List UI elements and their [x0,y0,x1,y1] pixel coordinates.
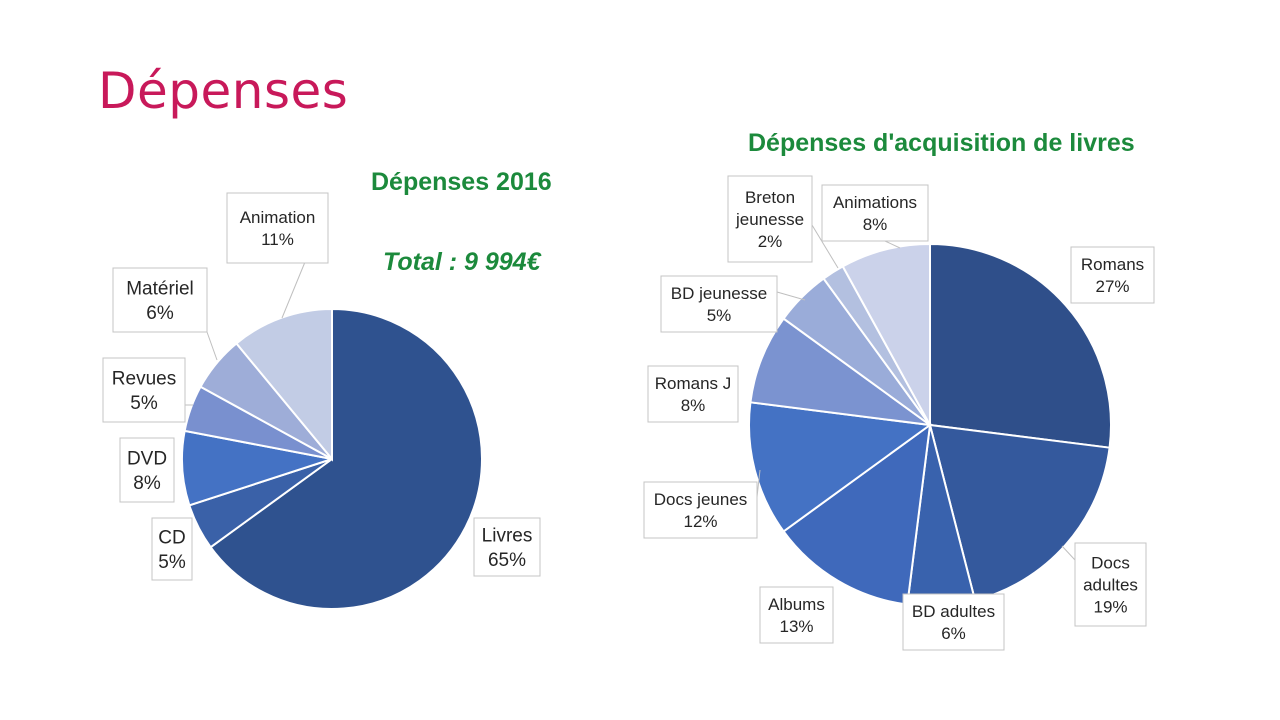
chart2-label-albums: Albums 13% [759,586,834,644]
chart2-leader-animations [884,240,901,249]
chart2-category-docs-jeunes: Docs jeunes [654,490,748,509]
chart2-category-bd-jeunesse: BD jeunesse [671,284,767,303]
chart1-value-dvd: 8% [133,473,161,494]
chart2-value-bd-jeunesse: 5% [707,306,732,325]
chart1-value-materiel: 6% [146,303,174,324]
chart1-value-livres: 65% [488,550,526,571]
chart2-category-romans: Romans [1081,255,1144,274]
chart1-slice-animation [234,307,333,462]
chart1-category-cd: CD [158,527,185,548]
chart2-value-docs-jeunes: 12% [683,512,717,531]
chart2-label-bd-jeunesse: BD jeunesse 5% [660,275,778,333]
chart2-label-animations: Animations 8% [821,184,929,242]
chart2-value-animations: 8% [863,215,888,234]
chart2-category-bd-adultes: BD adultes [912,602,995,621]
chart1-label-materiel: Matériel 6% [112,267,208,333]
chart2-label-docs-adultes: Docs adultes 19% [1074,542,1147,627]
chart1-title: Dépenses 2016 [371,168,552,196]
chart1-value-revues: 5% [130,393,158,414]
chart2-label-romans-j: Romans J 8% [647,365,739,423]
chart2-value-albums: 13% [779,617,813,636]
chart2-label-breton-jeunesse: Breton jeunesse 2% [727,175,813,263]
chart2-slice-romans [929,242,1112,449]
chart2-value-bd-adultes: 6% [941,624,966,643]
chart1-label-revues: Revues 5% [102,357,186,423]
chart2-category-breton-jeunesse: jeunesse [735,210,804,229]
chart2-title: Dépenses d'acquisition de livres [748,129,1135,157]
chart2-leader-docs-adultes [1061,545,1076,561]
page-title: Dépenses [98,62,349,120]
chart2-category-albums: Albums [768,595,825,614]
chart2-category-animations: Animations [833,193,917,212]
chart2-value-romans-j: 8% [681,396,706,415]
chart2-label-bd-adultes: BD adultes 6% [902,593,1005,651]
chart1-category-materiel: Matériel [126,278,194,299]
chart1-category-revues: Revues [112,368,176,389]
chart2-value-breton-jeunesse: 2% [758,232,783,251]
chart2-category-romans-j: Romans J [655,374,732,393]
chart2-slice-docs-jeunes [748,401,933,533]
chart2-value-romans: 27% [1095,277,1129,296]
chart1-value-animation: 11% [261,230,294,249]
chart2-category-breton-jeunesse: Breton [745,188,795,207]
chart2-value-docs-adultes: 19% [1093,598,1127,617]
chart2-leader-bd-jeunesse [776,291,806,301]
chart2-label-docs-jeunes: Docs jeunes 12% [643,481,758,539]
chart2-slice-albums [782,422,932,606]
chart1-label-dvd: DVD 8% [119,437,175,503]
chart1-value-cd: 5% [158,552,186,573]
chart1-category-dvd: DVD [127,448,167,469]
chart2-slice-animations [841,242,931,426]
chart1-label-animation: Animation 11% [226,192,329,264]
chart2-category-docs-adultes: Docs [1091,553,1130,572]
chart1-total: Total : 9 994€ [383,248,541,276]
chart1-leader-materiel [206,331,218,361]
chart1-category-livres: Livres [482,525,533,546]
chart2-label-romans: Romans 27% [1070,246,1155,304]
chart2-slice-romans-j [749,317,931,426]
chart2-leader-breton-jeunesse [811,224,839,269]
chart1-leader-animation [281,261,306,319]
chart1-label-cd: CD 5% [151,517,193,581]
chart2-category-docs-adultes: adultes [1083,576,1138,595]
chart1-label-livres: Livres 65% [473,517,541,577]
chart1-category-animation: Animation [240,208,316,227]
chart1-slice-livres [209,307,483,610]
